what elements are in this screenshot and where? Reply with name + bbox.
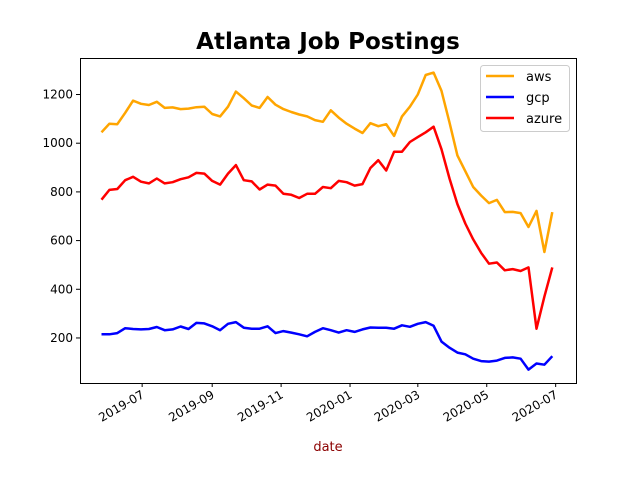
legend-label-azure: azure	[526, 112, 562, 127]
x-tick-label: 2019-07	[96, 387, 146, 424]
y-tick-label: 1000	[42, 136, 73, 150]
legend: aws gcp azure	[480, 65, 570, 132]
series-line-azure	[100, 125, 554, 330]
plot-frame	[80, 58, 577, 384]
x-tick-label: 2020-03	[372, 387, 422, 424]
y-tick-label: 400	[50, 282, 73, 296]
legend-label-gcp: gcp	[526, 91, 550, 106]
y-tick-label: 200	[50, 331, 73, 345]
series-line-aws	[100, 71, 554, 254]
y-tick-label: 1200	[42, 88, 73, 102]
legend-label-aws: aws	[526, 70, 552, 85]
x-tick-label: 2019-11	[235, 387, 285, 424]
chart-title: Atlanta Job Postings	[196, 29, 460, 55]
x-tick-label: 2020-01	[304, 387, 354, 424]
y-tick-label: 800	[50, 185, 73, 199]
x-tick-label: 2019-09	[166, 387, 216, 424]
x-tick-label: 2020-07	[510, 387, 560, 424]
legend-box	[480, 65, 570, 132]
x-axis-label: date	[313, 440, 342, 455]
x-tick-label: 2020-05	[441, 387, 491, 424]
y-tick-label: 600	[50, 234, 73, 248]
series-line-gcp	[101, 320, 554, 371]
